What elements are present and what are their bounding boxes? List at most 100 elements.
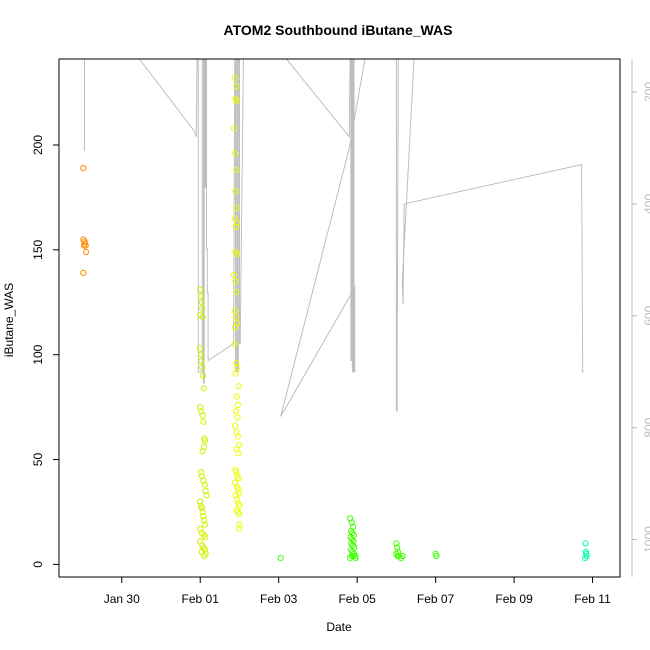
data-point [582,540,589,547]
data-point [199,508,206,516]
data-point [232,150,239,157]
data-point [198,504,205,511]
data-point [233,204,240,211]
data-point [234,414,241,421]
y-tick-label: 150 [31,240,45,260]
data-point [232,188,239,195]
data-point [197,498,204,505]
data-point [201,481,208,488]
pressure-line [84,58,584,417]
data-point [233,83,240,90]
data-point [232,278,239,285]
x-tick-label: Feb 03 [260,592,298,606]
data-point [394,544,401,551]
data-point [236,521,243,528]
data-point [348,519,355,526]
right-tick-label: 400 [642,194,650,214]
data-point [236,525,243,532]
data-point [234,433,241,440]
data-point [231,341,238,348]
data-point [235,383,242,390]
data-point [203,492,210,499]
pressure-line-layer [84,58,584,417]
data-point [393,540,400,547]
data-point [198,357,205,365]
data-point [197,345,204,352]
data-point [232,324,239,331]
data-point [230,125,238,132]
data-point [80,269,87,276]
right-tick-label: 800 [642,417,650,437]
data-point [197,292,205,300]
data-point [277,555,284,562]
data-point [234,496,241,503]
y-axis-label: iButane_WAS [2,283,16,357]
y-axis: 0 50 100 150 200 [31,135,59,568]
data-point [233,219,240,226]
data-point [233,469,240,476]
data-point [199,364,206,371]
data-point [352,555,359,562]
data-point [201,521,208,528]
data-point [433,552,440,560]
data-point [83,248,90,255]
x-tick-label: Feb 07 [417,592,455,606]
x-axis: Jan 30 Feb 01 Feb 03 Feb 05 Feb 07 Feb 09 Feb … [104,577,611,606]
data-point [233,288,240,295]
y-tick-label: 200 [31,135,45,155]
data-point [197,351,205,358]
data-point [200,513,207,520]
data-point [233,97,240,105]
points-layer [80,74,590,562]
right-axis: 200 400 600 800 1000 [631,59,650,577]
right-tick-label: 1000 [642,526,650,553]
x-tick-label: Feb 11 [574,592,611,606]
data-point [202,487,209,495]
data-point [582,555,589,562]
data-point [232,223,239,230]
data-point [199,372,207,379]
data-point [234,485,241,492]
data-point [232,370,239,377]
y-tick-label: 50 [31,453,45,467]
data-point [230,271,238,279]
data-point [199,313,206,321]
data-point [201,437,208,444]
data-point [199,448,206,455]
data-point [231,307,238,314]
data-point [198,299,205,306]
x-tick-label: Feb 09 [495,592,533,606]
data-point [80,165,87,172]
x-tick-label: Feb 05 [338,592,376,606]
data-point [199,305,206,312]
data-point [200,418,207,425]
data-point [233,360,240,367]
x-tick-label: Jan 30 [104,592,140,606]
y-tick-label: 100 [31,344,45,364]
data-point [201,552,208,560]
data-point [197,286,204,293]
data-point [81,242,88,249]
data-point [233,393,240,400]
data-point [232,408,239,415]
data-point [197,469,205,476]
chart-title: ATOM2 Southbound iButane_WAS [224,22,453,38]
data-point [235,475,242,482]
data-point [234,401,241,409]
data-point [236,510,243,518]
data-point [234,250,241,258]
data-point [232,313,239,321]
data-point [199,412,206,419]
y-tick-label: 0 [31,561,45,568]
data-point [200,477,207,484]
data-point [201,517,208,524]
right-tick-label: 600 [642,305,650,325]
data-point [236,502,243,509]
data-point [232,422,239,430]
data-point [234,364,241,371]
data-point [233,167,240,174]
data-point [235,450,242,457]
x-axis-label: Date [326,620,352,634]
data-point [197,404,204,411]
